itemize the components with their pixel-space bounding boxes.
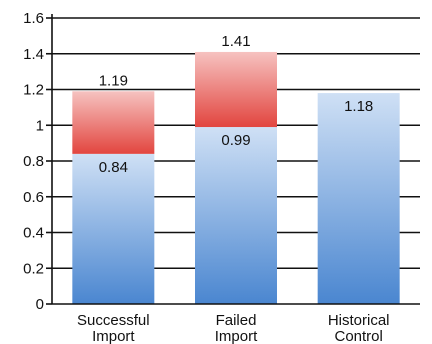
y-tick-label: 0.6 <box>23 189 44 206</box>
y-tick-label: 1.4 <box>23 46 44 63</box>
bar-total-label: 1.19 <box>99 72 128 89</box>
y-tick-label: 0.2 <box>23 260 44 277</box>
bars <box>72 51 400 304</box>
x-category-label: Control <box>334 328 382 344</box>
y-tick-label: 1.2 <box>23 82 44 99</box>
y-tick-label: 0.4 <box>23 225 44 242</box>
bar-total-label: 1.41 <box>221 33 250 50</box>
segment-value-label: 0.99 <box>221 132 250 149</box>
segment-value-label: 0.84 <box>99 159 128 176</box>
y-tick-label: 0 <box>36 296 44 313</box>
x-category-label: Import <box>92 328 135 344</box>
segment-value-label: 1.18 <box>344 98 373 115</box>
x-category-label: Failed <box>216 312 257 329</box>
axes: 0 0.2 0.4 0.6 0.8 1 1.2 1.4 1.6 <box>23 10 420 313</box>
bar-segment-base <box>317 93 400 304</box>
bar-segment-increment <box>72 91 155 154</box>
bar-segment-increment <box>195 51 277 128</box>
bar-segment-base <box>195 127 277 304</box>
y-tick-label: 1.6 <box>23 10 44 27</box>
bar-segment-base <box>72 153 155 304</box>
x-category-label: Historical <box>328 312 390 329</box>
x-category-label: Successful <box>77 312 150 329</box>
labels: 0.841.19SuccessfulImport0.991.41FailedIm… <box>77 33 389 344</box>
x-category-label: Import <box>215 328 258 344</box>
y-tick-label: 1 <box>36 117 44 134</box>
y-tick-label: 0.8 <box>23 153 44 170</box>
